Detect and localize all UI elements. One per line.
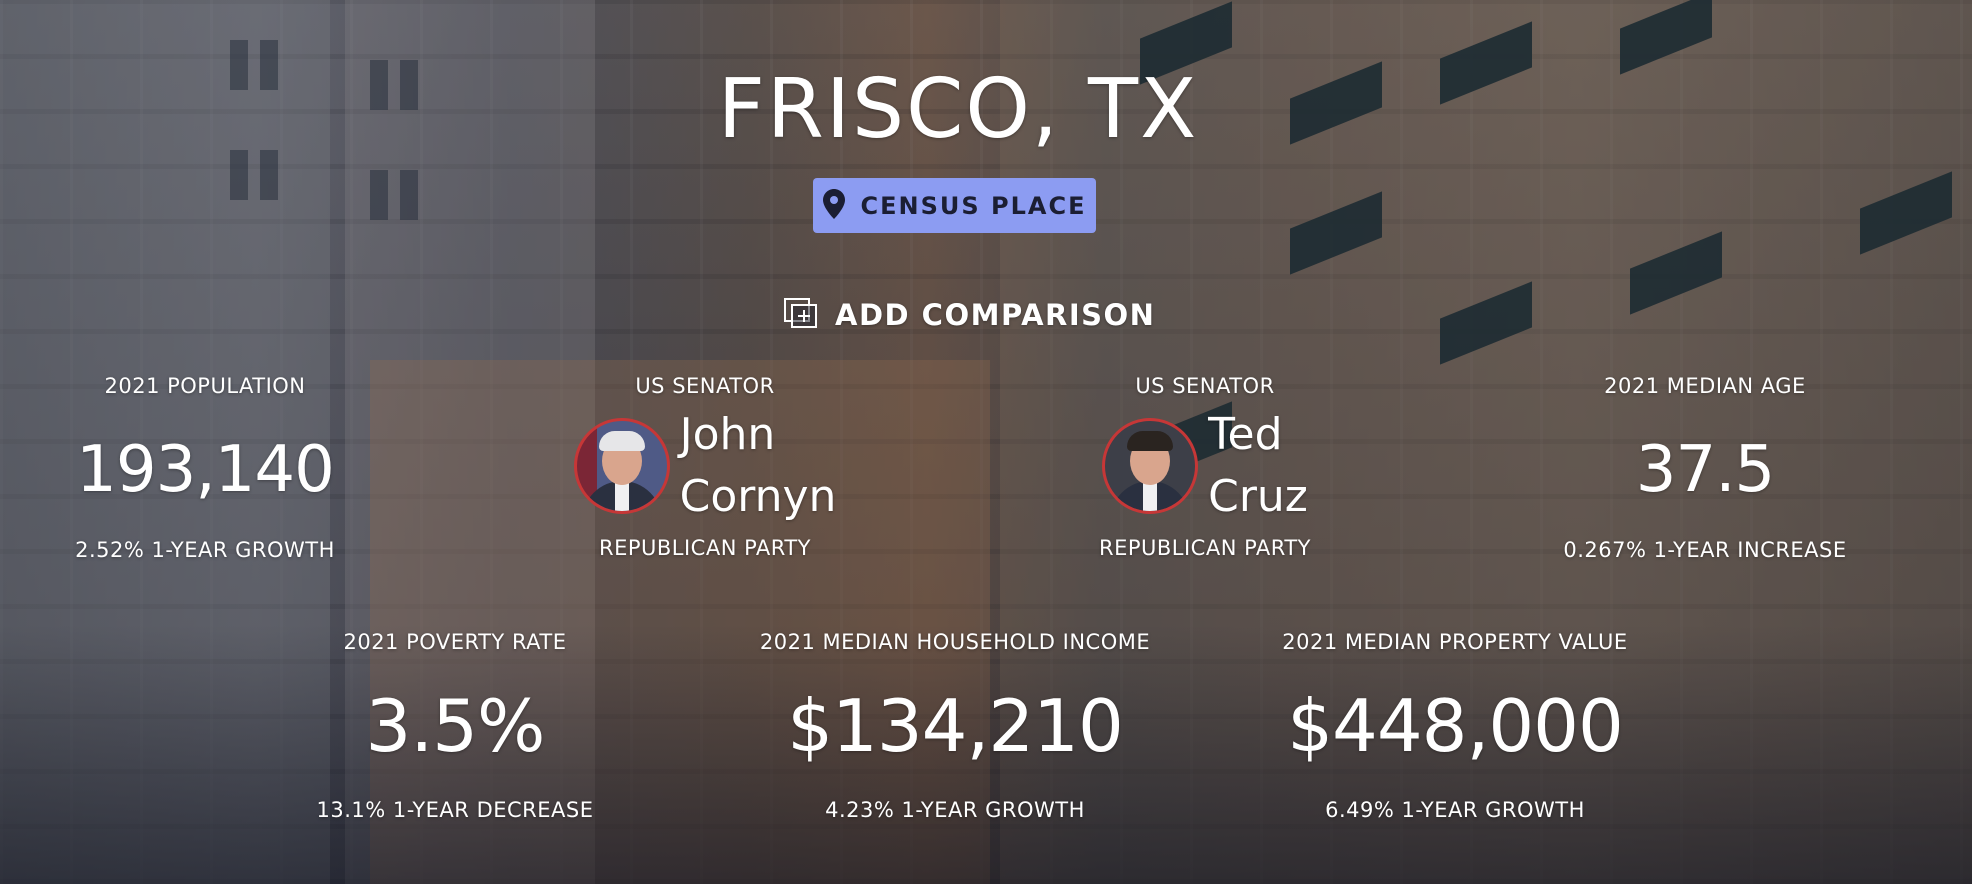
household-income-value: $134,210 <box>787 684 1124 768</box>
background-window <box>370 60 388 110</box>
senator-label: US SENATOR <box>1135 374 1275 398</box>
poverty-rate-decrease: 13.1% 1-YEAR DECREASE <box>316 798 594 822</box>
median-age-stat: 2021 MEDIAN AGE 37.5 0.267% 1-YEAR INCRE… <box>1535 374 1875 562</box>
senator-label: US SENATOR <box>635 374 775 398</box>
population-stat: 2021 POPULATION 193,140 2.52% 1-YEAR GRO… <box>50 374 360 562</box>
background-window <box>400 170 418 220</box>
background-window <box>230 150 248 200</box>
add-comparison-label: ADD COMPARISON <box>835 298 1156 332</box>
poverty-rate-value: 3.5% <box>365 684 546 768</box>
poverty-rate-stat: 2021 POVERTY RATE 3.5% 13.1% 1-YEAR DECR… <box>285 630 625 822</box>
property-value-stat: 2021 MEDIAN PROPERTY VALUE $448,000 6.49… <box>1245 630 1665 822</box>
senator-party: REPUBLICAN PARTY <box>1098 536 1311 560</box>
senator-first-name: John <box>679 409 776 461</box>
population-value: 193,140 <box>76 433 335 507</box>
avatar[interactable] <box>573 418 670 514</box>
senator-party: REPUBLICAN PARTY <box>598 536 811 560</box>
household-income-stat: 2021 MEDIAN HOUSEHOLD INCOME $134,210 4.… <box>740 630 1170 822</box>
background-window <box>260 150 278 200</box>
background-window <box>400 60 418 110</box>
population-growth: 2.52% 1-YEAR GROWTH <box>75 538 335 562</box>
senator-name[interactable]: Ted Cruz <box>1208 404 1308 527</box>
page-title: FRISCO, TX <box>717 62 1199 157</box>
background-window <box>370 170 388 220</box>
property-value-value: $448,000 <box>1287 684 1624 768</box>
household-income-growth: 4.23% 1-YEAR GROWTH <box>825 798 1085 822</box>
background-window <box>230 40 248 90</box>
household-income-label: 2021 MEDIAN HOUSEHOLD INCOME <box>759 630 1151 654</box>
place-type-badge: CENSUS PLACE <box>813 178 1096 233</box>
senator-last-name: Cruz <box>1208 471 1308 522</box>
senator-card-cruz[interactable]: US SENATOR Ted Cruz REPUBLICAN PARTY <box>1045 374 1365 560</box>
median-age-increase: 0.267% 1-YEAR INCREASE <box>1563 538 1847 562</box>
senator-card-cornyn[interactable]: US SENATOR John Cornyn REPUBLICAN PARTY <box>545 374 865 560</box>
property-value-label: 2021 MEDIAN PROPERTY VALUE <box>1282 630 1628 654</box>
background-shade <box>0 624 1972 884</box>
background-window <box>260 40 278 90</box>
median-age-value: 37.5 <box>1635 433 1776 507</box>
median-age-label: 2021 MEDIAN AGE <box>1604 374 1806 398</box>
senator-last-name: Cornyn <box>679 471 837 522</box>
senator-name[interactable]: John Cornyn <box>680 404 837 527</box>
avatar[interactable] <box>1102 418 1199 514</box>
place-type-label: CENSUS PLACE <box>860 191 1087 220</box>
add-comparison-button[interactable]: ADD COMPARISON <box>783 290 1155 340</box>
population-label: 2021 POPULATION <box>104 374 306 398</box>
add-comparison-icon <box>783 297 819 333</box>
map-pin-icon <box>822 188 845 223</box>
senator-first-name: Ted <box>1208 409 1283 461</box>
poverty-rate-label: 2021 POVERTY RATE <box>343 630 567 654</box>
property-value-growth: 6.49% 1-YEAR GROWTH <box>1325 798 1585 822</box>
